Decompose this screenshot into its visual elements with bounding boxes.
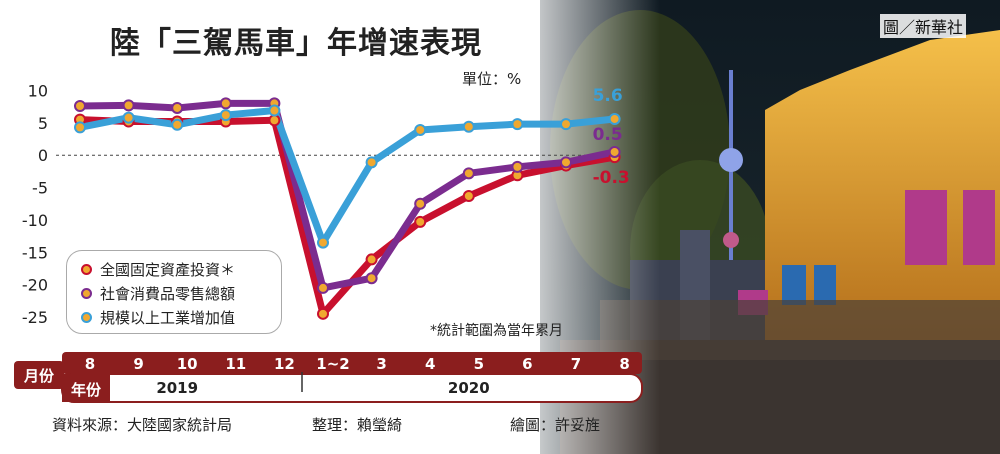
photo-credit: 圖／新華社 [880,14,967,38]
x-tick-label: 4 [425,355,435,373]
data-point [560,156,572,169]
year-label: 2020 [448,379,490,397]
legend-label: 全國固定資產投資＊ [100,261,236,279]
data-point [268,104,281,117]
graphic-text: 繪圖：許妥旌 [510,416,601,434]
data-point [414,215,427,228]
data-point [74,121,86,134]
y-tick-label: 10 [28,81,48,100]
y-tick-label: -25 [22,308,48,327]
footnote: *統計範圍為當年累月 [430,323,563,339]
y-axis: 10 5 0 -5 -10 -15 -20 -25 [22,81,48,327]
x-tick-label: 1~2 [316,355,349,373]
data-point [365,253,378,266]
month-axis-label: 月份 [14,361,64,389]
legend-marker [81,312,92,323]
series-line-2 [76,107,619,247]
data-point [511,160,524,173]
legend-marker [81,264,92,275]
editor-text: 整理：賴瑩綺 [312,416,403,434]
data-point [317,236,329,249]
data-point [414,123,427,136]
data-point [462,167,475,180]
data-point [122,99,135,112]
data-point [511,118,524,131]
data-point [122,111,135,124]
y-tick-label: -5 [32,179,48,198]
series-points [74,97,621,320]
legend-label: 規模以上工業增加值 [100,309,236,327]
data-point [171,118,184,131]
data-point [462,189,475,202]
unit-label: 單位：% [462,70,522,88]
data-point [219,97,232,110]
legend-label: 社會消費品零售總額 [100,285,236,303]
y-tick-label: -20 [22,276,48,295]
data-point [608,145,621,158]
legend-item-industrial: 規模以上工業增加值 [81,307,235,328]
x-tick-label: 10 [177,355,198,373]
data-point [317,281,329,294]
end-value-label: 5.6 [593,86,623,106]
data-point [365,156,378,169]
data-point [462,120,475,133]
x-tick-label: 6 [522,355,532,373]
chart-title: 陸「三駕馬車」年增速表現 [110,26,482,61]
data-point [268,114,281,127]
x-tick-label: 8 [619,355,629,373]
end-value-label: 0.5 [593,125,623,145]
series-lines [76,99,619,318]
x-tick-label: 7 [571,355,581,373]
year-label: 2019 [156,379,198,397]
y-tick-label: -10 [22,211,48,230]
data-point [560,118,572,131]
legend: 全國固定資產投資＊ 社會消費品零售總額 規模以上工業增加值 [66,250,282,334]
x-tick-label: 8 [85,355,95,373]
x-tick-label: 12 [274,355,295,373]
x-tick-label: 3 [376,355,386,373]
series-line-1 [76,99,619,292]
y-tick-label: 0 [38,146,48,165]
y-tick-label: 5 [38,114,48,133]
x-axis: 8 9 10 11 12 1~2 3 4 5 6 7 8 2019 2020 [61,352,643,403]
legend-marker [81,288,92,299]
month-band [62,352,642,374]
data-point [171,101,184,114]
year-axis-label: 年份 [70,380,101,399]
end-value-label: -0.3 [593,168,630,188]
x-tick-label: 11 [225,355,246,373]
year-band-tab [62,374,110,402]
legend-item-retail: 社會消費品零售總額 [81,283,235,304]
data-point [414,197,427,210]
source-text: 資料來源：大陸國家統計局 [52,416,233,434]
x-tick-label: 9 [133,355,143,373]
year-band [61,373,643,403]
data-point [608,112,621,125]
data-point [317,307,329,320]
legend-item-fixed-asset: 全國固定資產投資＊ [81,259,235,280]
data-point [219,109,232,122]
data-point [74,100,86,113]
x-tick-label: 5 [474,355,484,373]
data-point [365,272,378,285]
y-tick-label: -15 [22,243,48,262]
end-labels: -0.3 0.5 5.6 [593,86,630,188]
